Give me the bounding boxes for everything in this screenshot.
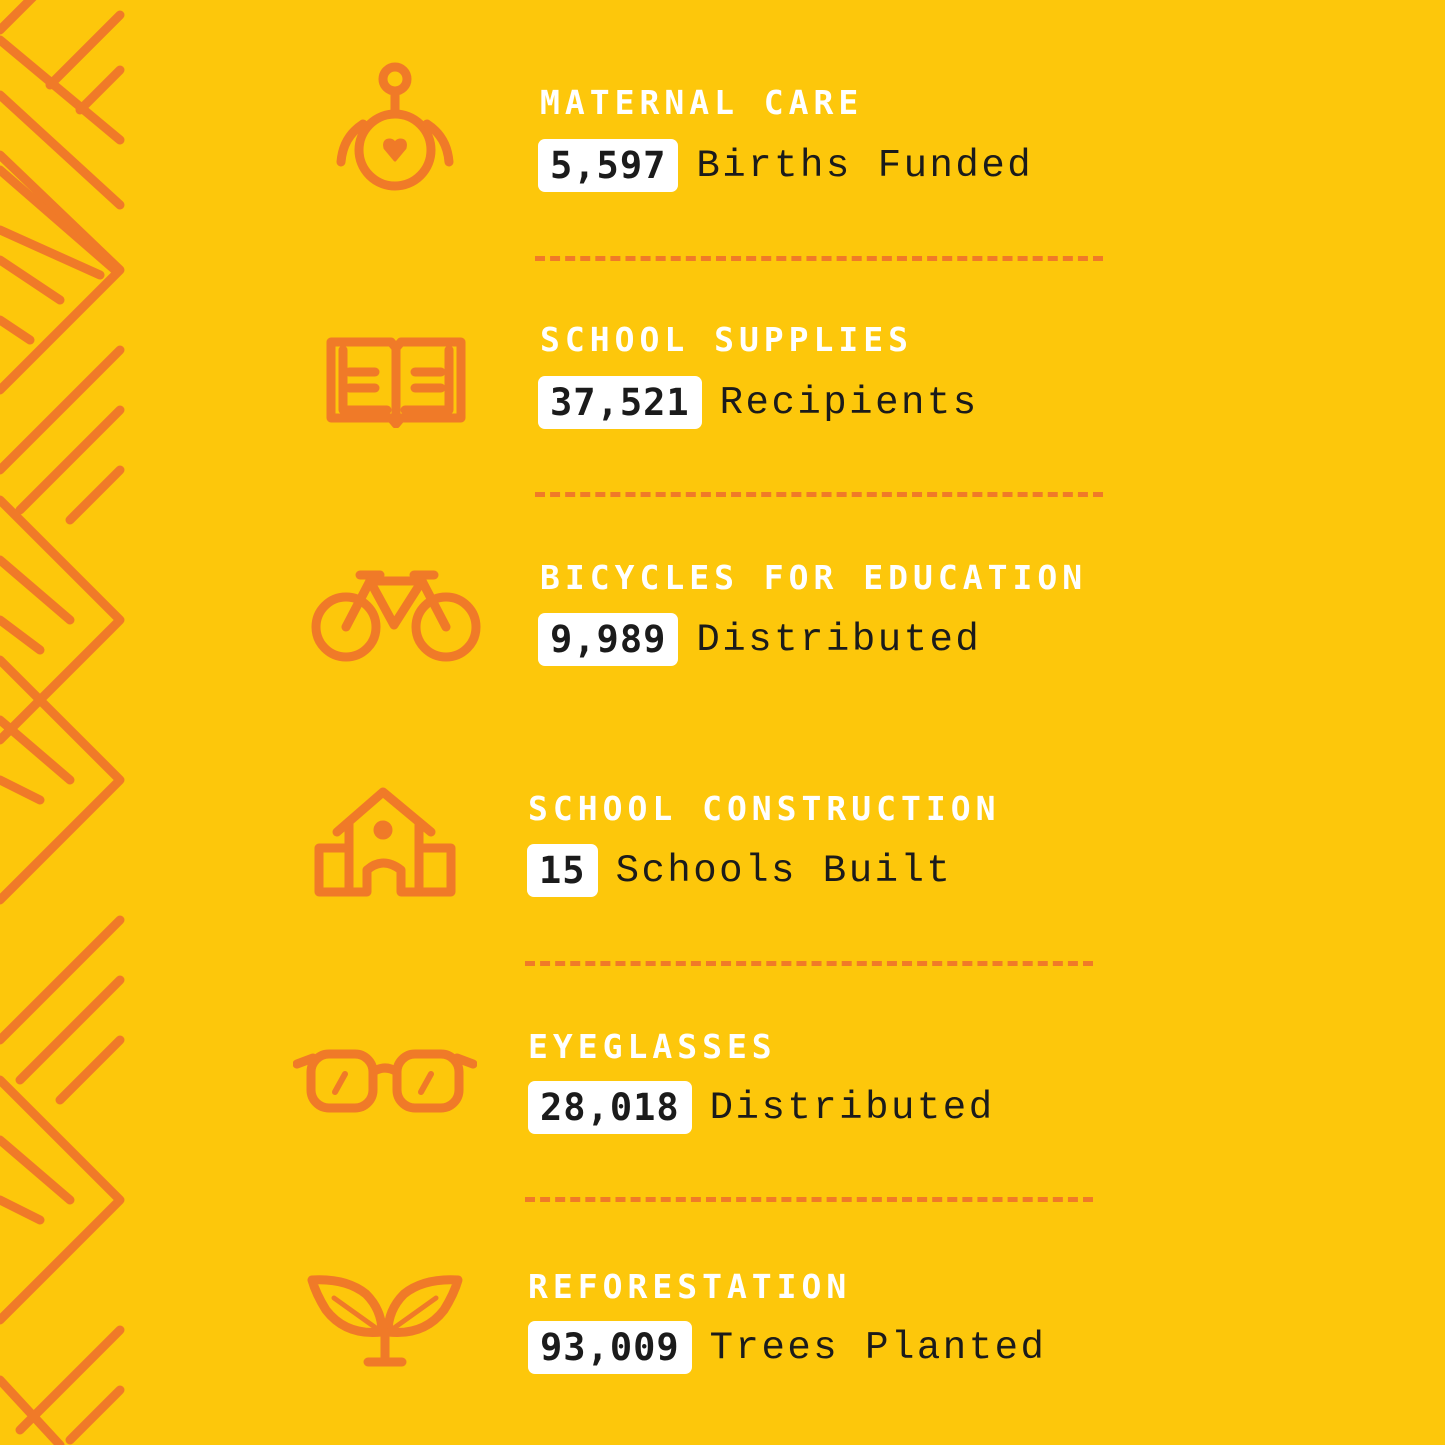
divider bbox=[535, 492, 1103, 497]
stat-line: 93,009 Trees Planted bbox=[528, 1321, 1046, 1374]
item-title: SCHOOL SUPPLIES bbox=[540, 320, 914, 359]
stat-unit: Distributed bbox=[696, 617, 982, 662]
stat-line: 9,989 Distributed bbox=[538, 613, 981, 666]
stat-unit: Trees Planted bbox=[709, 1325, 1047, 1370]
stat-line: 5,597 Births Funded bbox=[538, 139, 1033, 192]
item-title: MATERNAL CARE bbox=[540, 83, 864, 122]
stat-number: 93,009 bbox=[528, 1321, 692, 1374]
stat-line: 15 Schools Built bbox=[527, 844, 952, 897]
bicycle-icon bbox=[311, 570, 481, 662]
stat-unit: Distributed bbox=[709, 1085, 995, 1130]
decorative-stripe-pattern bbox=[0, 0, 125, 1445]
divider bbox=[535, 256, 1103, 261]
stat-number: 37,521 bbox=[538, 376, 702, 429]
item-title: BICYCLES FOR EDUCATION bbox=[540, 558, 1088, 597]
stat-number: 5,597 bbox=[538, 139, 679, 192]
divider bbox=[525, 1197, 1093, 1202]
stat-line: 37,521 Recipients bbox=[538, 376, 979, 429]
divider bbox=[525, 961, 1093, 966]
stat-number: 15 bbox=[527, 844, 598, 897]
item-title: SCHOOL CONSTRUCTION bbox=[528, 789, 1001, 828]
item-title: EYEGLASSES bbox=[528, 1027, 777, 1066]
open-book-icon bbox=[326, 337, 466, 428]
stat-line: 28,018 Distributed bbox=[528, 1081, 995, 1134]
eyeglasses-icon bbox=[293, 1049, 477, 1113]
stat-number: 9,989 bbox=[538, 613, 679, 666]
sprout-icon bbox=[307, 1275, 463, 1367]
stat-unit: Recipients bbox=[719, 380, 979, 425]
mother-heart-icon bbox=[336, 62, 454, 191]
item-title: REFORESTATION bbox=[528, 1267, 852, 1306]
school-building-icon bbox=[314, 787, 456, 897]
stat-number: 28,018 bbox=[528, 1081, 692, 1134]
stat-unit: Schools Built bbox=[615, 848, 953, 893]
stat-unit: Births Funded bbox=[696, 143, 1034, 188]
